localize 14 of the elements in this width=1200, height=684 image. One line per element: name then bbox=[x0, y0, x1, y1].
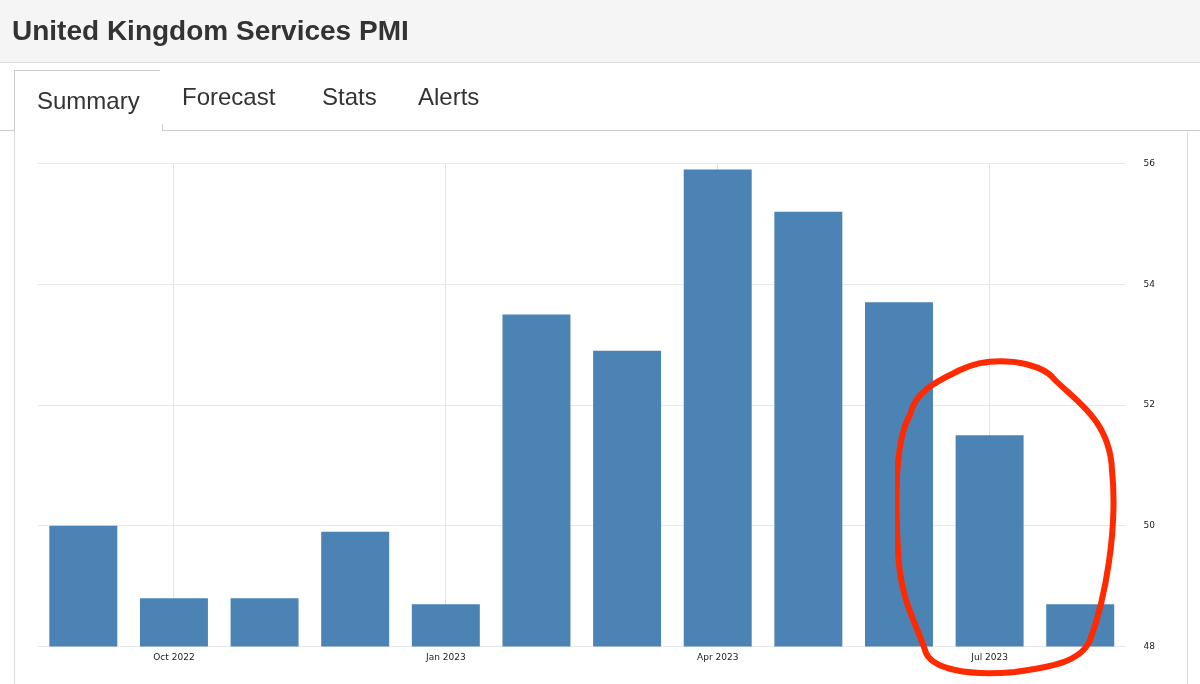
chart-title: United Kingdom Services PMI bbox=[12, 15, 409, 47]
text: Stats bbox=[300, 70, 399, 124]
y-tick-label: 48 bbox=[1143, 640, 1156, 651]
y-tick-label: 50 bbox=[1143, 520, 1156, 531]
x-tick-label: Jan 2023 bbox=[425, 652, 466, 663]
text: Forecast bbox=[160, 70, 298, 124]
y-tick-label: 56 bbox=[1143, 157, 1156, 168]
x-tick-label: Jul 2023 bbox=[970, 652, 1008, 663]
y-tick-label: 54 bbox=[1143, 278, 1156, 289]
text: Alerts bbox=[396, 70, 502, 124]
text: Summary bbox=[14, 70, 163, 131]
x-tick-label: Apr 2023 bbox=[697, 652, 739, 663]
y-tick-label: 52 bbox=[1143, 399, 1155, 410]
x-tick-label: Oct 2022 bbox=[153, 652, 195, 663]
